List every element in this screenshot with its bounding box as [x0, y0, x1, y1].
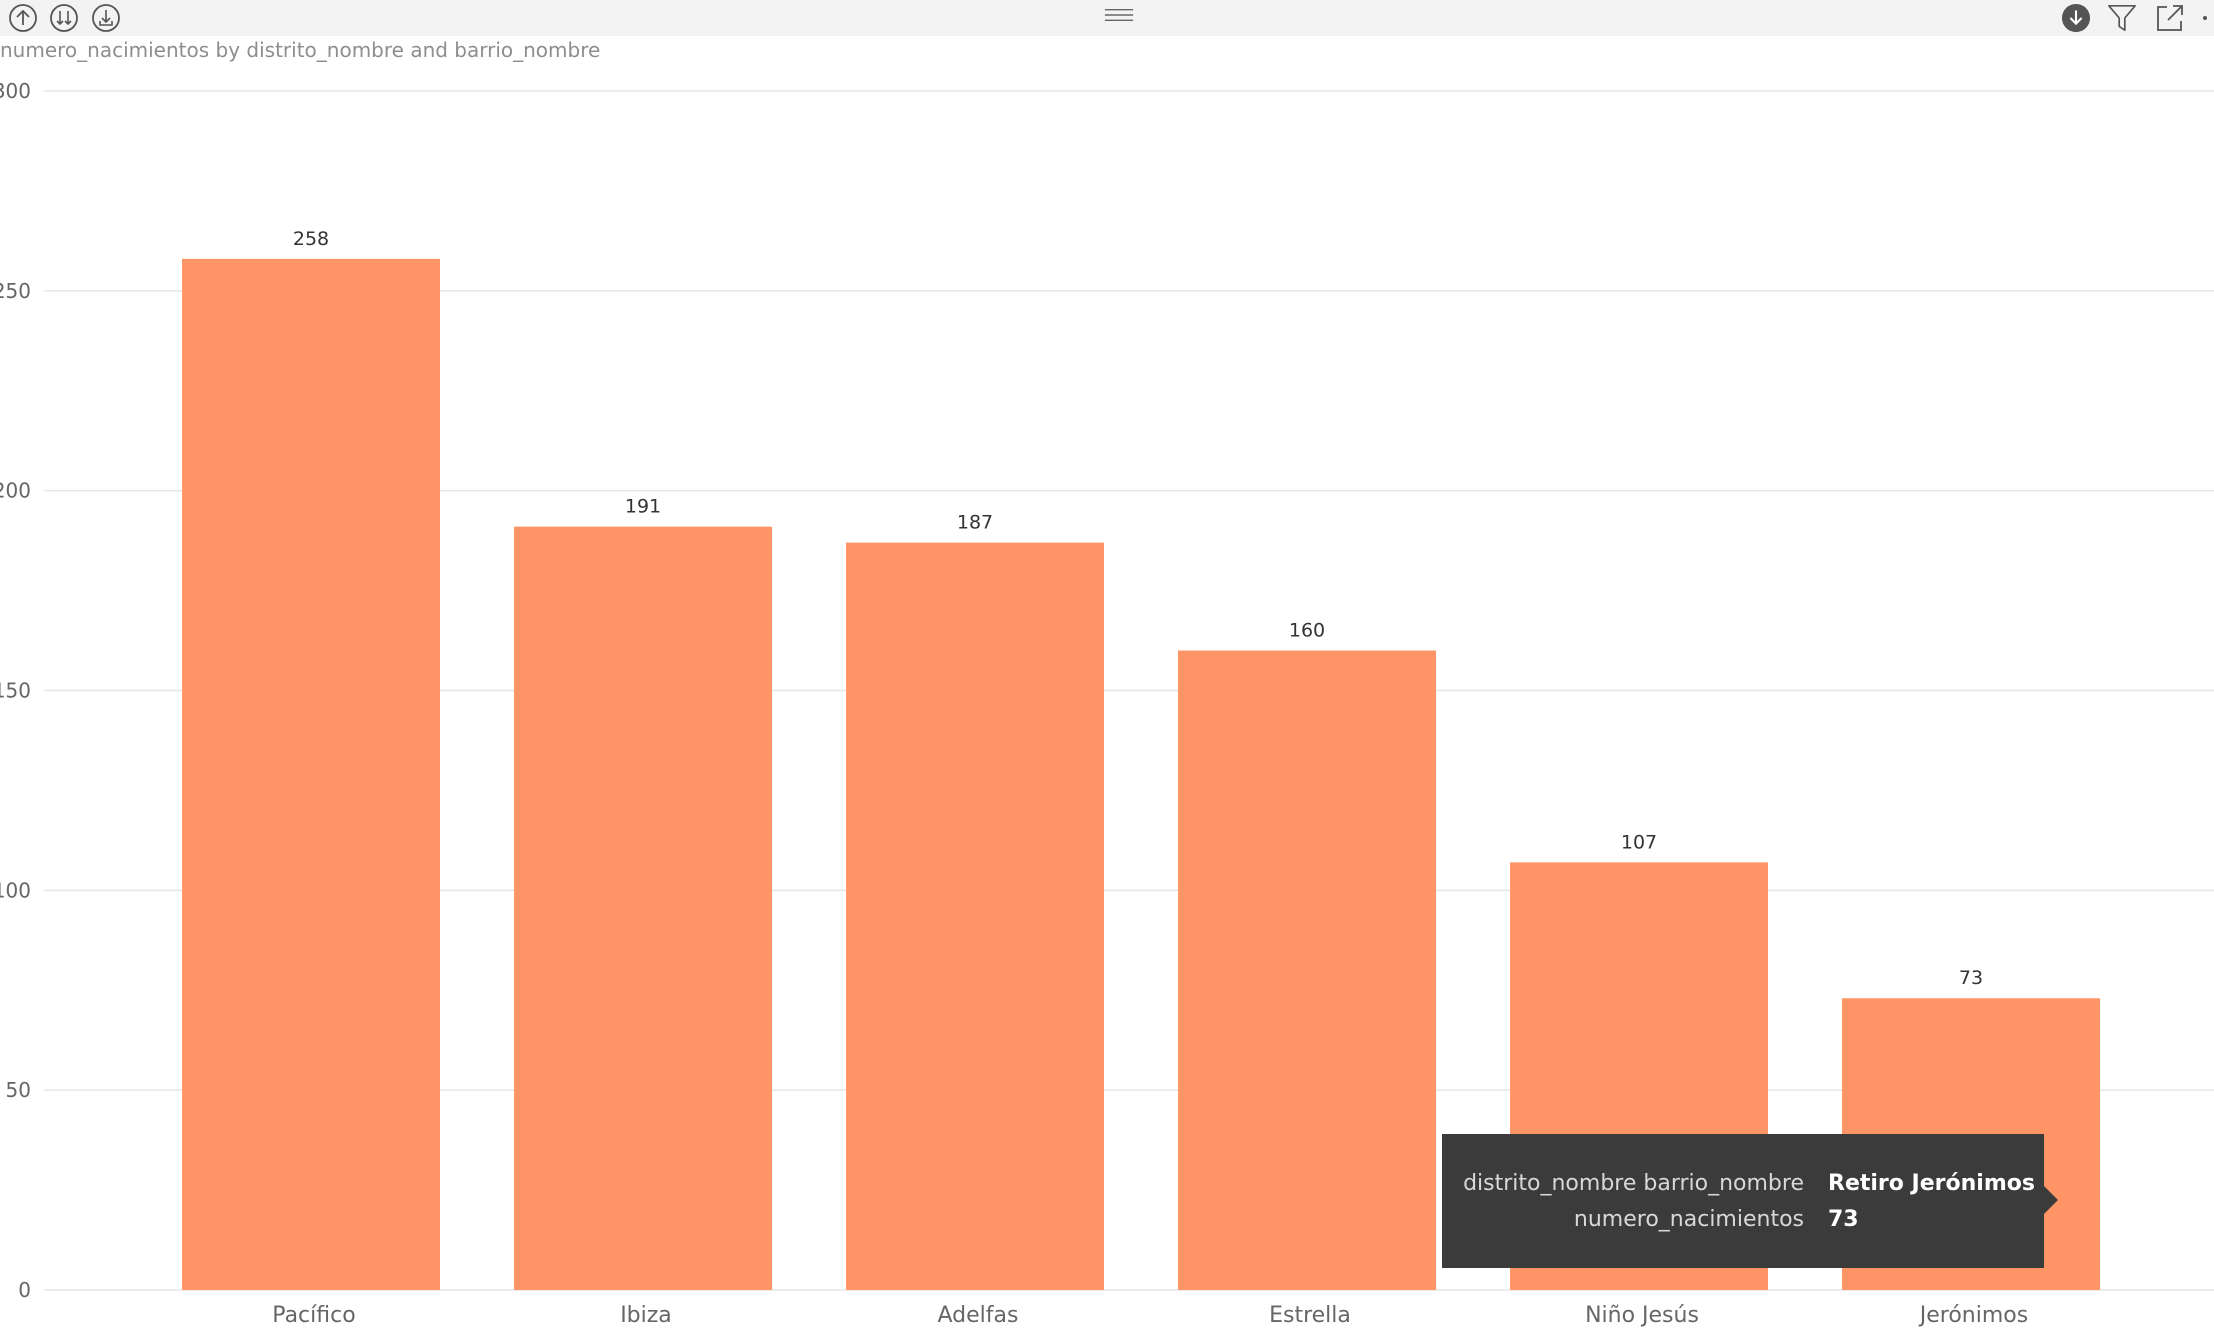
chart-title: numero_nacimientos by distrito_nombre an…: [0, 38, 601, 62]
drill-up-icon[interactable]: [8, 3, 38, 33]
tooltip-value: 73: [1828, 1207, 1859, 1232]
x-tick-label: Pacífico: [272, 1303, 355, 1328]
y-tick-label: 0: [18, 1278, 31, 1302]
x-tick-label: Jerónimos: [1918, 1303, 2028, 1328]
data-label: 73: [1959, 967, 1983, 989]
tooltip-row-category: distrito_nombre barrio_nombre Retiro Jer…: [1442, 1168, 2044, 1200]
expand-hierarchy-icon[interactable]: [91, 3, 121, 33]
y-tick-label: 250: [0, 279, 31, 303]
data-label: 187: [957, 512, 993, 534]
drag-handle-icon[interactable]: [1104, 0, 1134, 30]
bar[interactable]: [1178, 650, 1436, 1290]
focus-mode-icon[interactable]: [2155, 3, 2185, 33]
x-tick-label: Ibiza: [620, 1303, 672, 1328]
data-label: 258: [293, 228, 329, 250]
tooltip-value: Retiro Jerónimos: [1828, 1171, 2035, 1196]
data-label: 160: [1289, 620, 1325, 642]
data-labels: 258 191 187 160 107 73: [293, 228, 1983, 989]
tooltip-key: distrito_nombre barrio_nombre: [1463, 1171, 1804, 1196]
tooltip: distrito_nombre barrio_nombre Retiro Jer…: [1442, 1134, 2058, 1268]
y-tick-label: 50: [6, 1078, 31, 1102]
bar[interactable]: [846, 542, 1104, 1290]
y-axis: 0 50 100 150 200 250 300: [0, 79, 31, 1302]
y-tick-label: 150: [0, 679, 31, 703]
y-tick-label: 300: [0, 79, 31, 103]
tooltip-row-measure: numero_nacimientos 73: [1442, 1204, 2044, 1236]
filter-icon[interactable]: [2107, 3, 2137, 33]
y-tick-label: 200: [0, 479, 31, 503]
tooltip-key: numero_nacimientos: [1573, 1207, 1804, 1232]
visual-header-toolbar: [0, 0, 2214, 36]
x-tick-label: Niño Jesús: [1585, 1303, 1699, 1328]
bar[interactable]: [182, 258, 440, 1290]
y-tick-label: 100: [0, 878, 31, 902]
more-options-icon[interactable]: [2196, 3, 2214, 33]
data-label: 191: [625, 496, 661, 518]
bar[interactable]: [514, 526, 772, 1290]
drill-mode-icon[interactable]: [2061, 3, 2091, 33]
data-label: 107: [1621, 831, 1657, 853]
x-tick-label: Estrella: [1269, 1303, 1351, 1328]
drill-down-all-icon[interactable]: [49, 3, 79, 33]
x-axis: Pacífico Ibiza Adelfas Estrella Niño Jesús Je…: [272, 1303, 2028, 1328]
x-tick-label: Adelfas: [938, 1303, 1019, 1328]
